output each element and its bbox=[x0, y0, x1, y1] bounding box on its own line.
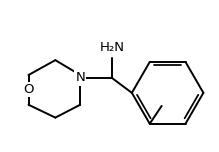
Text: N: N bbox=[75, 71, 85, 85]
Text: O: O bbox=[23, 83, 34, 96]
Text: H₂N: H₂N bbox=[99, 41, 124, 54]
